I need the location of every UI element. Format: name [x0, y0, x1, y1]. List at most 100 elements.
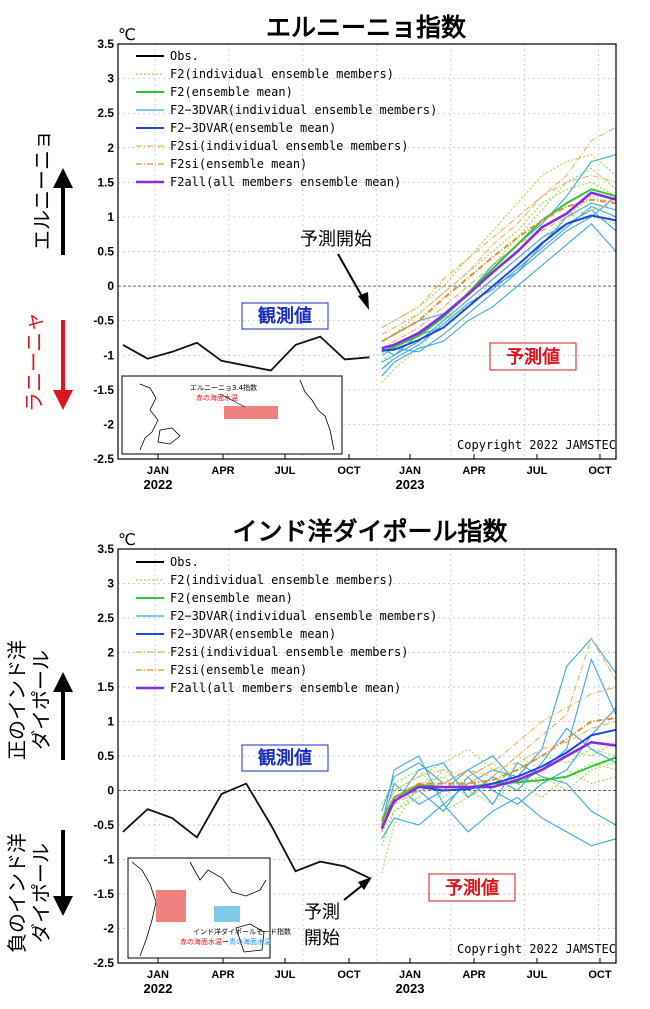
enso-inset-map: エルニーニョ3.4指数 赤の海面水温: [121, 375, 343, 455]
iod-observed-label-frame: [241, 744, 329, 772]
iod-inset-label-2c: 青の海面水温: [229, 937, 271, 946]
iod-y-tick-label: 1: [107, 715, 114, 729]
iod-negative-text-2: ダイポール: [29, 843, 53, 943]
iod-negative-arrow-head: [53, 896, 73, 916]
iod-legend-label: F2−3DVAR(individual ensemble members): [170, 609, 437, 623]
iod-member-line: [381, 637, 617, 826]
iod-positive-arrow-head: [53, 672, 73, 692]
enso-forecast-start-arrow-shaft: [337, 253, 365, 301]
iod-inset-label-2b: ー: [222, 938, 229, 946]
iod-inset-east-region: [214, 906, 240, 922]
enso-legend-label: F2(ensemble mean): [170, 85, 293, 99]
iod-observed-label: 観測値: [258, 747, 312, 769]
iod-legend-label: F2(individual ensemble members): [170, 573, 394, 587]
enso-forecast-start: 予測開始: [300, 229, 372, 250]
enso-inset-label-1: エルニーニョ3.4指数: [190, 383, 257, 392]
iod-member-line: [381, 657, 617, 812]
enso-observed-label-frame: [241, 302, 329, 330]
iod-y-tick-label: -0.5: [93, 818, 114, 832]
enso-ensemble-mean-line: [381, 214, 617, 352]
iod-member-line: [381, 637, 617, 826]
iod-member-line: [381, 720, 617, 833]
enso-legend-label: F2−3DVAR(ensemble mean): [170, 121, 336, 135]
enso-y-tick-label: -1: [103, 348, 114, 362]
enso-year-label: 2022: [144, 477, 173, 492]
iod-positive-text-1: 正のインド洋: [5, 640, 29, 760]
iod-series: [122, 637, 617, 879]
enso-year-label: 2023: [396, 477, 425, 492]
enso-positive-side-label: エルニーニョ: [30, 130, 54, 250]
iod-inset-coast-asia: [189, 861, 267, 897]
iod-y-tick-label: 0.5: [97, 749, 114, 763]
iod-forecast-start-1: 予測: [304, 902, 340, 923]
iod-panel: インド洋ダイポール指数 ℃ 3.5 3 2.5 2 1.5 1 0.5 0 -0.5 -1 -1.5…: [5, 517, 617, 996]
enso-x-tick-label: JUL: [527, 465, 548, 477]
enso-negative-text: ラニーニャ: [22, 312, 46, 412]
iod-axis-ticks: 3.5 3 2.5 2 1.5 1 0.5 0 -0.5 -1 -1.5 -2 -2.5 JAN APR JU…: [93, 542, 612, 996]
iod-y-tick-label: 1.5: [97, 680, 114, 694]
enso-legend-label: F2(individual ensemble members): [170, 67, 394, 81]
iod-inset-coast-australia: [235, 923, 265, 953]
iod-inset-map: インド洋ダイポールモード指数 赤の海面水温 ー 青の海面水温: [127, 857, 291, 959]
enso-x-tick-label: APR: [462, 465, 485, 477]
enso-member-line: [381, 202, 617, 349]
iod-inset-west-region: [156, 890, 186, 922]
enso-inset-pointer: [219, 393, 246, 408]
enso-ensemble-mean-line: [381, 198, 617, 343]
enso-y-tick-label: 0: [107, 279, 114, 293]
enso-chart-title: エルニーニョ指数: [266, 13, 467, 42]
iod-year-label: 2023: [396, 981, 425, 996]
enso-axis-ticks: 3.5 3 2.5 2 1.5 1 0.5 0 -0.5 -1 -1.5 -2 -2.5 JAN APR JU…: [93, 37, 612, 492]
enso-legend-label: F2si(ensemble mean): [170, 157, 307, 171]
iod-x-tick-label: OCT: [588, 969, 612, 981]
iod-x-tick-label: OCT: [337, 969, 361, 981]
iod-x-tick-label: APR: [211, 969, 234, 981]
enso-negative-side-label: ラニーニャ: [22, 312, 46, 412]
iod-y-tick-label: 2: [107, 646, 114, 660]
iod-y-tick-label: -2: [103, 922, 114, 936]
iod-member-line: [381, 769, 617, 833]
iod-member-line: [381, 686, 617, 819]
iod-legend-label: F2(ensemble mean): [170, 591, 293, 605]
iod-observed-line: [122, 782, 370, 879]
iod-negative-text-1: 負のインド洋: [5, 833, 29, 953]
iod-forecast-start-2: 開始: [304, 928, 340, 949]
iod-legend-label: F2si(ensemble mean): [170, 663, 307, 677]
iod-forecast-start-arrow-head: [358, 877, 372, 890]
enso-y-tick-label: 2: [107, 141, 114, 155]
iod-y-tick-label: 0: [107, 784, 114, 798]
enso-legend-label: F2si(individual ensemble members): [170, 139, 408, 153]
iod-copyright: Copyright 2022 JAMSTEC: [457, 942, 616, 956]
iod-x-tick-label: JUL: [527, 969, 548, 981]
enso-member-line: [381, 202, 617, 356]
enso-y-tick-label: 3.5: [97, 37, 114, 51]
enso-positive-text: エルニーニョ: [30, 130, 54, 250]
enso-x-tick-label: APR: [211, 465, 234, 477]
iod-y-tick-label: 2.5: [97, 611, 114, 625]
enso-y-tick-label: 0.5: [97, 245, 114, 259]
iod-legend: Obs. F2(individual ensemble members) F2(en…: [136, 555, 437, 695]
iod-ensemble-mean-line: [380, 740, 617, 830]
iod-member-line: [381, 707, 617, 826]
enso-y-tick-label: 3: [107, 72, 114, 86]
iod-positive-side-label: 正のインド洋 ダイポール: [5, 640, 53, 760]
iod-legend-label: F2si(individual ensemble members): [170, 645, 408, 659]
iod-y-tick-label: 3.5: [97, 542, 114, 556]
iod-legend-label: F2−3DVAR(ensemble mean): [170, 627, 336, 641]
enso-observed-line: [122, 335, 370, 372]
iod-forecast-label: 予測値: [445, 877, 499, 899]
iod-y-tick-label: -2.5: [93, 956, 114, 970]
enso-x-tick-label: JAN: [399, 465, 421, 477]
iod-member-line: [381, 796, 617, 847]
iod-forecast-label-frame: [428, 873, 516, 902]
iod-negative-side-label: 負のインド洋 ダイポール: [5, 833, 53, 953]
iod-legend-label: Obs.: [170, 555, 199, 569]
iod-positive-text-2: ダイポール: [29, 650, 53, 750]
enso-member-line: [381, 126, 617, 335]
iod-y-tick-label: -1.5: [93, 887, 114, 901]
enso-y-tick-label: 1.5: [97, 175, 114, 189]
enso-x-tick-label: OCT: [588, 465, 612, 477]
enso-member-line: [381, 174, 617, 329]
enso-ensemble-mean-line: [381, 191, 617, 350]
iod-x-tick-label: JAN: [147, 969, 169, 981]
